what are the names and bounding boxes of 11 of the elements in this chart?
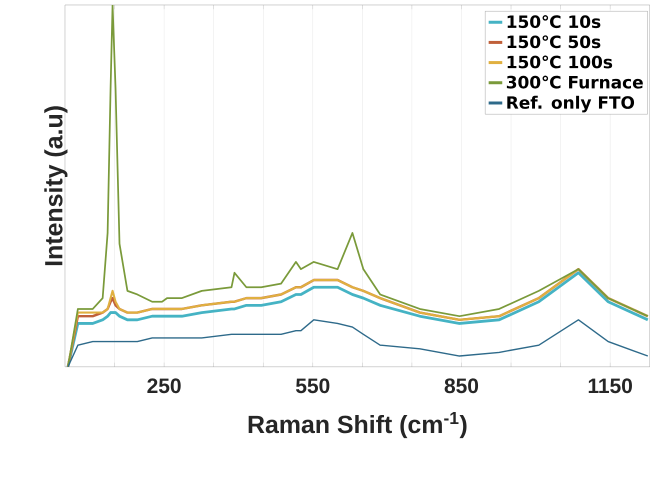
legend-label: Ref. only FTO: [507, 96, 634, 112]
x-axis-title: Raman Shift (cm$^{-1}$): [248, 412, 467, 438]
legend-label: 150℃ 10s: [508, 15, 600, 28]
legend-label: 300℃ Furnace: [506, 76, 643, 89]
legend-label: 150℃ 100s: [508, 56, 612, 68]
x-tick-label: 550: [296, 378, 330, 394]
x-tick-label: 250: [147, 378, 181, 394]
legend-label: 150℃ 50s: [508, 35, 600, 48]
y-axis-title: Intensity (a.u): [44, 106, 68, 266]
x-tick-label: 1150: [588, 378, 632, 394]
x-tick-label: 850: [444, 378, 478, 394]
